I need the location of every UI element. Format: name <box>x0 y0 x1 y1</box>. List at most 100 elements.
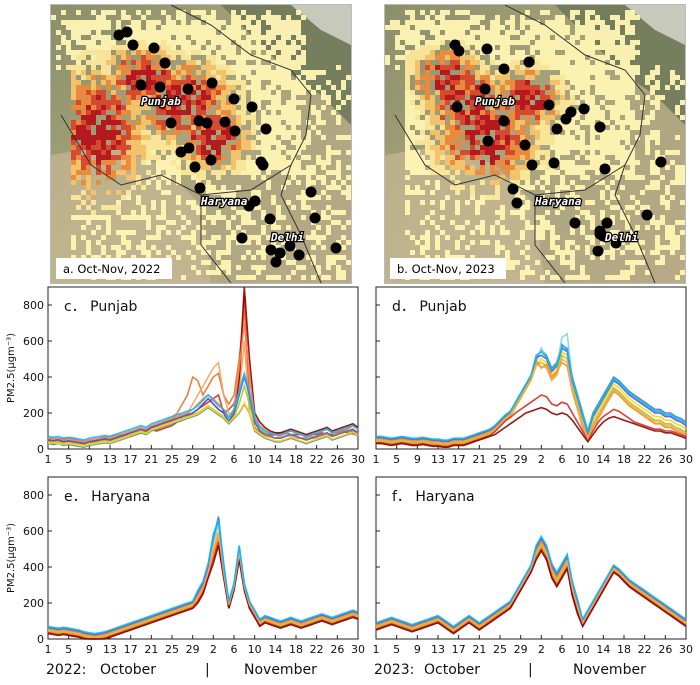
pm-cell <box>515 195 520 200</box>
pm-cell <box>111 245 116 250</box>
pm-cell <box>186 250 191 255</box>
pm-cell <box>495 145 500 150</box>
pm-cell <box>256 60 261 65</box>
pm-cell <box>281 105 286 110</box>
pm-cell <box>161 140 166 145</box>
pm-cell <box>96 15 101 20</box>
pm-cell <box>216 140 221 145</box>
pm-cell <box>241 105 246 110</box>
pm-cell <box>86 125 91 130</box>
station-dot <box>175 146 187 158</box>
pm-cell <box>640 205 645 210</box>
series-line-s8 <box>47 518 359 636</box>
pm-cell <box>470 105 475 110</box>
x-tick-label: 6 <box>231 643 238 656</box>
pm-cell <box>121 120 126 125</box>
pm-cell <box>276 100 281 105</box>
pm-cell <box>261 120 266 125</box>
pm-cell <box>670 70 675 75</box>
pm-cell <box>670 150 675 155</box>
pm-cell <box>161 225 166 230</box>
pm-cell <box>460 75 465 80</box>
pm-cell <box>271 165 276 170</box>
pm-cell <box>91 85 96 90</box>
pm-cell <box>176 230 181 235</box>
pm-cell <box>256 240 261 245</box>
pm-cell <box>271 150 276 155</box>
pm-cell <box>680 200 685 205</box>
pm-cell <box>430 95 435 100</box>
pm-cell <box>605 35 610 40</box>
pm-cell <box>311 70 316 75</box>
pm-cell <box>91 150 96 155</box>
pm-cell <box>495 40 500 45</box>
pm-cell <box>76 70 81 75</box>
pm-cell <box>580 175 585 180</box>
pm-cell <box>151 80 156 85</box>
pm-cell <box>76 155 81 160</box>
pm-cell <box>221 95 226 100</box>
pm-cell <box>575 35 580 40</box>
pm-cell <box>116 135 121 140</box>
pm-cell <box>196 60 201 65</box>
y-tick-label: 600 <box>23 525 44 538</box>
pm-cell <box>575 65 580 70</box>
pm-cell <box>530 105 535 110</box>
pm-cell <box>221 100 226 105</box>
pm-cell <box>630 150 635 155</box>
pm-cell <box>116 145 121 150</box>
pm-cell <box>126 15 131 20</box>
pm-cell <box>281 215 286 220</box>
pm-cell <box>296 45 301 50</box>
pm-cell <box>555 25 560 30</box>
pm-cell <box>336 115 341 120</box>
pm-cell <box>465 80 470 85</box>
pm-cell <box>675 220 680 225</box>
pm-cell <box>306 140 311 145</box>
pm-cell <box>166 85 171 90</box>
pm-cell <box>281 85 286 90</box>
pm-cell <box>595 75 600 80</box>
pm-cell <box>146 60 151 65</box>
pm-cell <box>126 145 131 150</box>
x-tick-label: 1 <box>45 643 52 656</box>
pm-cell <box>111 140 116 145</box>
pm-cell <box>510 155 515 160</box>
pm-cell <box>570 40 575 45</box>
pm-cell <box>405 145 410 150</box>
pm-cell <box>201 260 206 265</box>
pm-cell <box>221 105 226 110</box>
x-tick-label: 1 <box>373 643 380 656</box>
pm-cell <box>565 135 570 140</box>
pm-cell <box>510 110 515 115</box>
pm-cell <box>450 85 455 90</box>
station-dot <box>260 123 272 135</box>
pm-cell <box>540 185 545 190</box>
pm-cell <box>595 80 600 85</box>
pm-cell <box>291 100 296 105</box>
x-tick-label: 18 <box>289 453 303 466</box>
pm-cell <box>615 275 620 280</box>
pm-cell <box>450 80 455 85</box>
pm-cell <box>211 40 216 45</box>
pm-cell <box>540 110 545 115</box>
pm-cell <box>336 165 341 170</box>
pm-cell <box>570 50 575 55</box>
pm-cell <box>201 240 206 245</box>
pm-cell <box>480 15 485 20</box>
pm-cell <box>545 65 550 70</box>
pm-cell <box>460 70 465 75</box>
pm-cell <box>221 265 226 270</box>
pm-cell <box>475 200 480 205</box>
station-dot <box>205 154 217 166</box>
x-tick-label: 13 <box>431 643 445 656</box>
pm-cell <box>336 105 341 110</box>
pm-cell <box>455 65 460 70</box>
pm-cell <box>560 260 565 265</box>
pm-cell <box>281 130 286 135</box>
pm-cell <box>286 115 291 120</box>
pm-cell <box>246 240 251 245</box>
pm-cell <box>291 270 296 275</box>
pm-cell <box>276 90 281 95</box>
